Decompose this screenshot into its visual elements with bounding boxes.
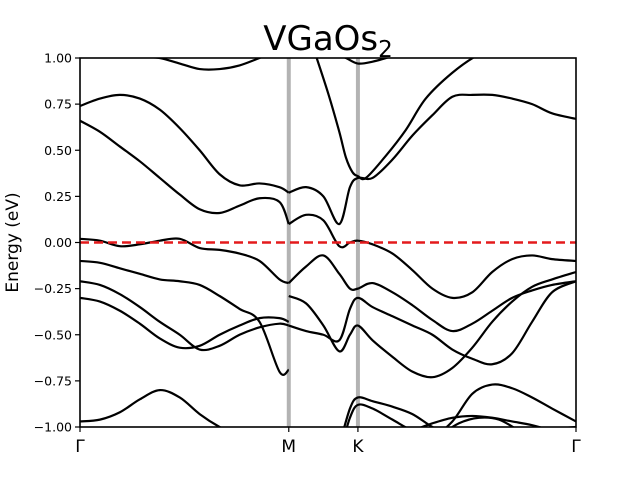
band-line-3 (80, 280, 290, 352)
band-line-14 (315, 58, 475, 181)
y-tick-label-5: −0.25 (34, 281, 72, 296)
y-axis: 1.00 0.75 0.50 0.25 0.00 −0.25 −0.50 −0.75 −1.00 (34, 51, 80, 435)
y-tick-label-3: 0.25 (44, 189, 72, 204)
y-tick-label-1: 0.75 (44, 97, 72, 112)
y-tick-label-6: −0.50 (34, 327, 72, 342)
chart-title-main: VGaOs (263, 19, 378, 59)
band-line-13 (288, 93, 576, 226)
x-tick-label-3: Γ (571, 437, 581, 457)
band-line-8 (144, 58, 263, 71)
chart-title-subscript: 2 (378, 37, 393, 63)
band-line-5 (80, 237, 290, 285)
y-tick-label-7: −0.75 (34, 373, 72, 388)
band-line-11 (288, 270, 576, 379)
band-line-0 (80, 388, 222, 427)
y-axis-label: Energy (eV) (3, 192, 23, 292)
band-line-7 (80, 93, 290, 194)
band-line-17 (345, 383, 576, 427)
y-tick-label-2: 0.50 (44, 143, 72, 158)
x-tick-label-2: K (352, 437, 364, 457)
band-line-18 (450, 416, 515, 427)
band-line-4 (80, 259, 290, 376)
band-line-12 (288, 213, 576, 300)
vertical-lines (286, 58, 360, 427)
band-line-6 (80, 119, 290, 225)
band-line-16 (343, 396, 576, 427)
y-tick-label-8: −1.00 (34, 420, 72, 435)
band-line-2 (80, 296, 290, 350)
y-tick-label-0: 1.00 (44, 51, 72, 66)
x-tick-label-0: Γ (75, 437, 85, 457)
chart-title: VGaOs2 (263, 19, 393, 63)
band-line-10 (288, 280, 576, 366)
y-tick-label-4: 0.00 (44, 235, 72, 250)
band-line-1 (419, 414, 543, 427)
x-tick-label-1: M (281, 437, 296, 457)
